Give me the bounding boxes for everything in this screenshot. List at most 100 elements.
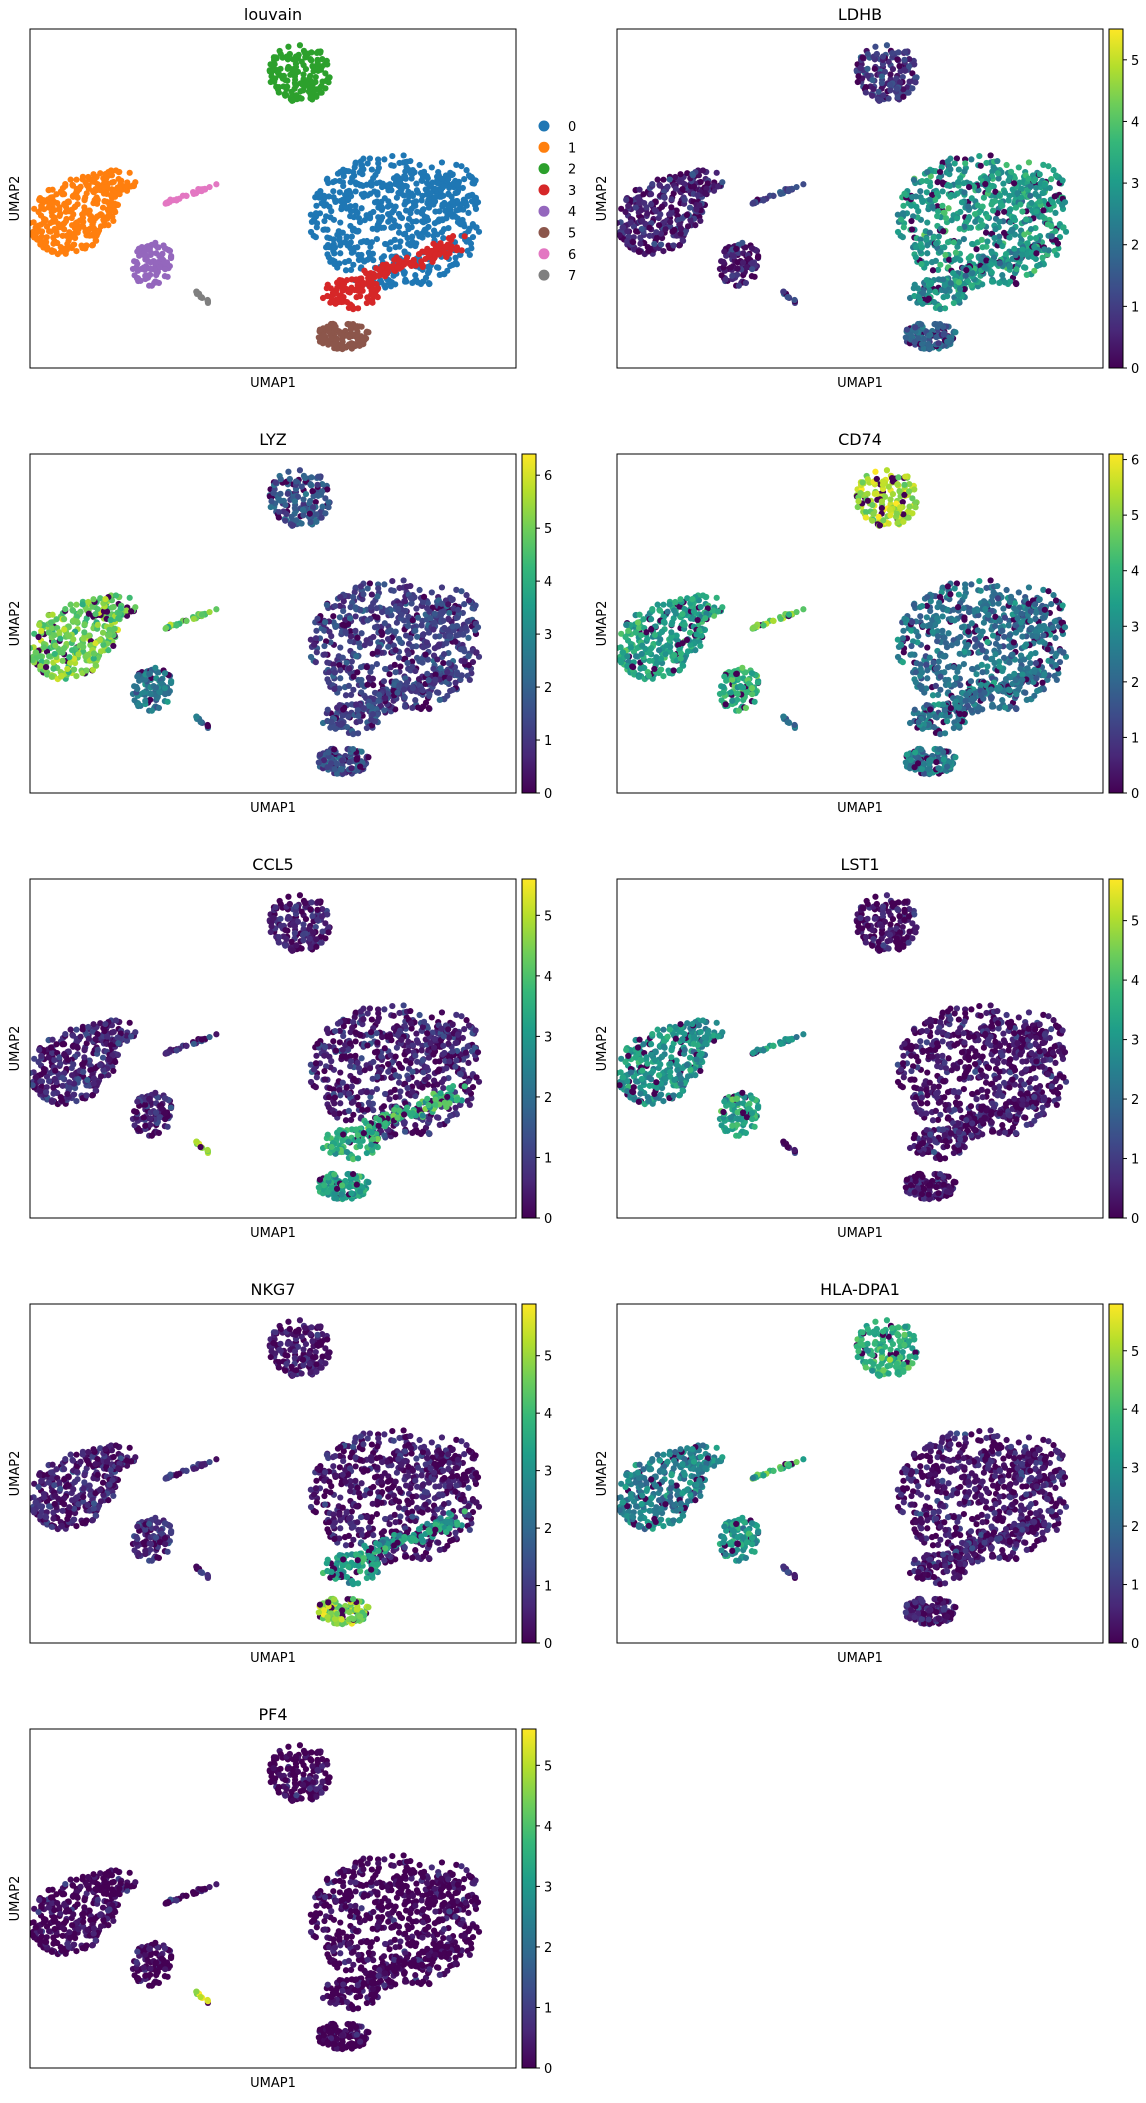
data-point xyxy=(358,583,364,589)
data-point xyxy=(865,73,871,79)
data-point xyxy=(84,667,90,673)
data-point xyxy=(667,219,673,225)
data-point xyxy=(340,197,346,203)
data-point xyxy=(52,642,58,648)
data-point xyxy=(625,203,631,209)
data-point xyxy=(395,606,401,612)
data-point xyxy=(630,239,636,245)
data-point xyxy=(324,602,330,608)
data-point xyxy=(637,241,643,247)
data-point xyxy=(912,282,918,288)
data-point xyxy=(307,481,313,487)
data-point xyxy=(313,519,319,525)
data-point xyxy=(874,51,880,57)
data-point xyxy=(369,279,375,285)
data-point xyxy=(453,615,459,621)
data-point xyxy=(337,614,343,620)
data-point xyxy=(636,187,642,193)
data-point xyxy=(348,765,354,771)
data-point xyxy=(345,714,351,720)
data-point xyxy=(915,208,921,214)
data-point xyxy=(855,73,861,79)
data-point xyxy=(142,698,148,704)
data-point xyxy=(1032,176,1038,182)
data-point xyxy=(364,300,370,306)
data-point xyxy=(895,94,901,100)
data-point xyxy=(1003,251,1009,257)
data-point xyxy=(458,221,464,227)
data-point xyxy=(65,632,71,638)
data-point xyxy=(357,339,363,345)
data-point xyxy=(292,498,298,504)
data-point xyxy=(869,77,875,83)
data-point xyxy=(1045,163,1051,169)
data-point xyxy=(332,178,338,184)
data-point xyxy=(339,757,345,763)
data-point xyxy=(376,267,382,273)
data-point xyxy=(1024,272,1030,278)
data-point xyxy=(325,504,331,510)
data-point xyxy=(1062,199,1068,205)
data-point xyxy=(673,186,679,192)
data-point xyxy=(793,184,799,190)
data-point xyxy=(895,49,901,55)
data-point xyxy=(1053,172,1059,178)
data-point xyxy=(397,639,403,645)
data-point xyxy=(149,283,155,289)
data-point xyxy=(462,658,468,664)
data-point xyxy=(382,195,388,201)
data-point xyxy=(282,518,288,524)
data-point xyxy=(68,602,74,608)
data-point xyxy=(337,594,343,600)
data-point xyxy=(441,651,447,657)
legend-label: 4 xyxy=(568,205,576,220)
data-point xyxy=(402,694,408,700)
data-point xyxy=(1049,233,1055,239)
data-point xyxy=(1013,252,1019,258)
data-point xyxy=(339,766,345,772)
data-point xyxy=(313,94,319,100)
data-point xyxy=(410,260,416,266)
data-point xyxy=(446,185,452,191)
data-point xyxy=(995,175,1001,181)
data-point xyxy=(300,87,306,93)
data-point xyxy=(340,608,346,614)
data-point xyxy=(80,644,86,650)
data-point xyxy=(979,244,985,250)
legend-label: 1 xyxy=(568,141,576,156)
data-point xyxy=(346,258,352,264)
data-point xyxy=(334,761,340,767)
data-point xyxy=(906,90,912,96)
data-point xyxy=(665,184,671,190)
data-point xyxy=(173,622,179,628)
data-point xyxy=(396,655,402,661)
data-point xyxy=(386,671,392,677)
data-point xyxy=(446,208,452,214)
data-point xyxy=(324,764,330,770)
data-point xyxy=(353,276,359,282)
data-point xyxy=(1013,280,1019,286)
data-point xyxy=(78,184,84,190)
data-point xyxy=(375,585,381,591)
data-point xyxy=(453,190,459,196)
data-point xyxy=(396,160,402,166)
data-point xyxy=(1007,207,1013,213)
data-point xyxy=(648,201,654,207)
data-point xyxy=(957,209,963,215)
data-point xyxy=(1033,185,1039,191)
data-point xyxy=(413,181,419,187)
data-point xyxy=(444,244,450,250)
data-point xyxy=(909,226,915,232)
x-axis-label: UMAP1 xyxy=(837,376,883,391)
data-point xyxy=(199,187,205,193)
data-point xyxy=(957,257,963,263)
data-point xyxy=(287,51,293,57)
data-point xyxy=(453,162,459,168)
data-point xyxy=(370,209,376,215)
data-point xyxy=(424,671,430,677)
scatter-points xyxy=(27,467,482,777)
data-point xyxy=(635,194,641,200)
data-point xyxy=(963,267,969,273)
data-point xyxy=(285,66,291,72)
